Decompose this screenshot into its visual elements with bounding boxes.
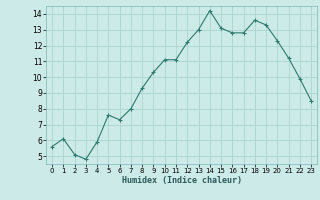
X-axis label: Humidex (Indice chaleur): Humidex (Indice chaleur) xyxy=(122,176,242,185)
